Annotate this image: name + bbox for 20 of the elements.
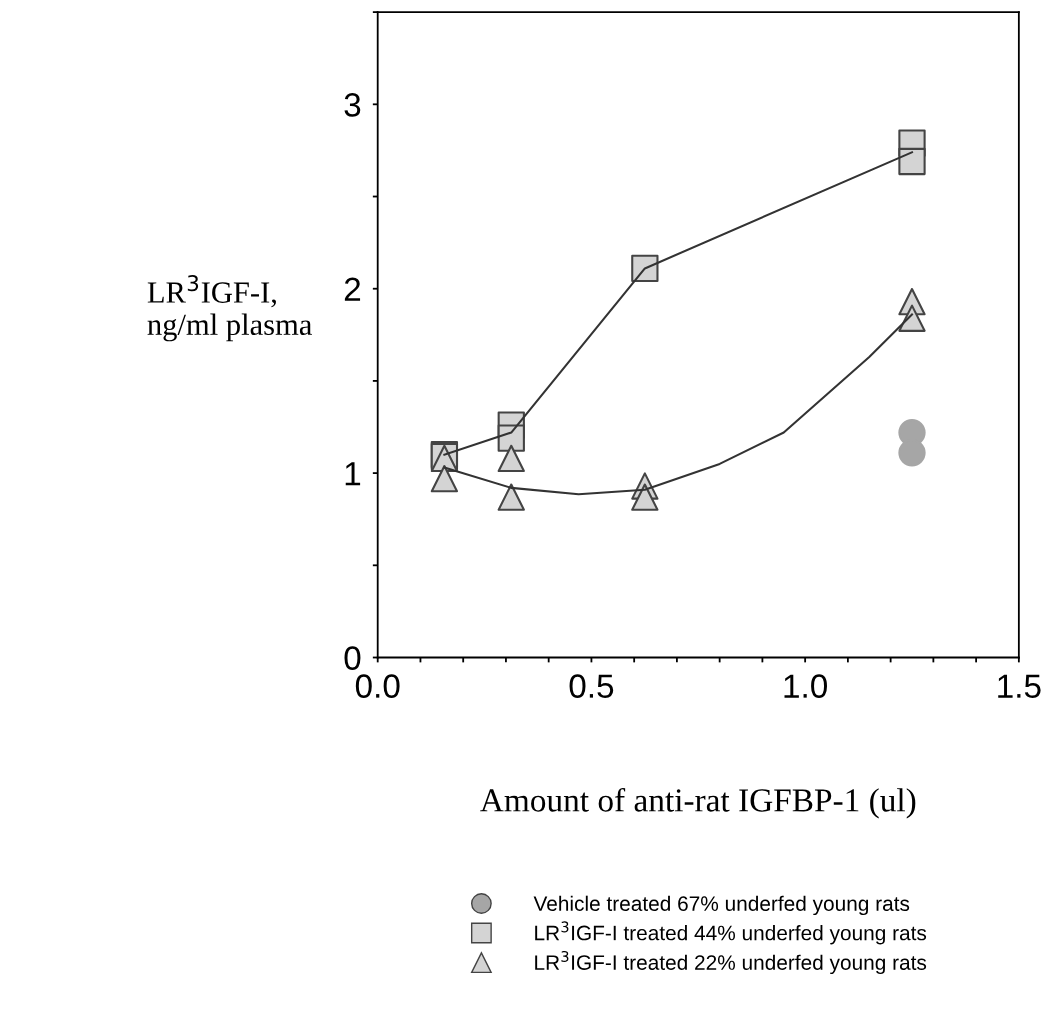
legend-label: Vehicle treated 67% underfed young rats xyxy=(533,895,910,916)
y-tick-label: 0 xyxy=(344,646,361,670)
legend-label: LR$^{3}$IGF-I treated 44% underfed young rats xyxy=(535,921,927,945)
y-tick-label: 1 xyxy=(345,462,361,486)
point xyxy=(497,444,525,473)
y-tick-label: 2 xyxy=(344,277,361,301)
point xyxy=(497,483,525,511)
y-axis-title: LR$^{3}$IGF-I, ng/ml plasma xyxy=(147,275,312,342)
x-tick-label: 0.5 xyxy=(569,674,614,698)
x-tick-label: 0.0 xyxy=(355,674,400,698)
point xyxy=(631,254,659,283)
x-tick-label: 1.0 xyxy=(784,674,828,698)
legend-label: LR$^{3}$IGF-I treated 22% underfed young rats xyxy=(535,950,927,975)
point xyxy=(430,464,459,493)
point xyxy=(898,147,926,176)
point xyxy=(631,483,659,511)
x-axis-title: Amount of anti-rat IGFBP-1 (ul) xyxy=(480,787,916,819)
point xyxy=(898,304,926,332)
y-tick-label: 3 xyxy=(344,93,361,117)
x-tick-label: 1.5 xyxy=(998,674,1041,698)
